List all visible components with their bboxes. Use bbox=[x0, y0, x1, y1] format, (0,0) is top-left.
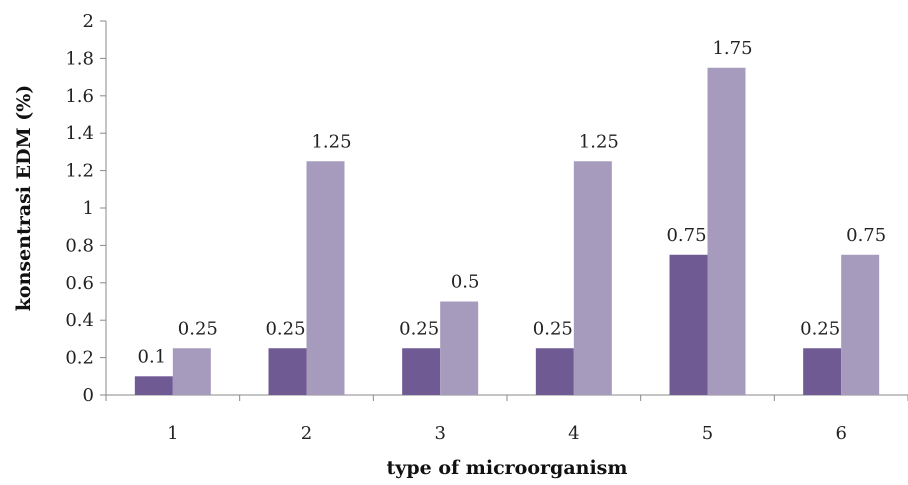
y-axis-title: konsentrasi EDM (%) bbox=[13, 85, 35, 312]
x-axis-ticks: 1 2 3 4 5 6 bbox=[105, 395, 908, 444]
data-label-series2-cat2: 1.25 bbox=[311, 131, 351, 152]
y-tick-label: 0.8 bbox=[65, 235, 94, 256]
x-tick-label: 3 bbox=[434, 423, 445, 444]
data-label-series1-cat1: 0.1 bbox=[138, 346, 167, 367]
data-labels: 0.1 0.25 0.25 1.25 0.25 0.5 0.25 1.25 0.75 1.75 0.… bbox=[138, 38, 887, 368]
y-tick-label: 0.4 bbox=[65, 310, 94, 331]
bar-series1-cat5 bbox=[669, 254, 708, 395]
data-label-series2-cat5: 1.75 bbox=[712, 38, 752, 59]
bar-series2-cat3 bbox=[440, 301, 479, 395]
x-axis-title: type of microorganism bbox=[387, 457, 628, 479]
y-tick-label: 0.2 bbox=[65, 348, 94, 369]
bar-series2-cat4 bbox=[573, 161, 612, 395]
data-label-series1-cat2: 0.25 bbox=[265, 318, 305, 339]
x-tick-label: 2 bbox=[301, 423, 312, 444]
x-tick-label: 6 bbox=[835, 423, 846, 444]
data-label-series1-cat5: 0.75 bbox=[666, 225, 706, 246]
y-tick-label: 1.6 bbox=[65, 86, 94, 107]
bar-series2-cat1 bbox=[172, 348, 211, 395]
x-tick-label: 4 bbox=[568, 423, 579, 444]
data-label-series1-cat4: 0.25 bbox=[533, 318, 573, 339]
y-tick-label: 1.8 bbox=[65, 48, 94, 69]
bars bbox=[134, 67, 880, 395]
bar-series2-cat6 bbox=[841, 254, 880, 395]
axes bbox=[105, 21, 908, 396]
bar-series1-cat2 bbox=[268, 348, 307, 395]
data-label-series2-cat1: 0.25 bbox=[178, 318, 218, 339]
data-label-series1-cat6: 0.25 bbox=[800, 318, 840, 339]
x-tick-label: 1 bbox=[167, 423, 178, 444]
bar-series1-cat6 bbox=[803, 348, 842, 395]
data-label-series1-cat3: 0.25 bbox=[399, 318, 439, 339]
y-tick-label: 1.4 bbox=[65, 123, 94, 144]
bar-series1-cat4 bbox=[535, 348, 574, 395]
y-axis-ticks: 0 0.2 0.4 0.6 0.8 1 1.2 1.4 1.6 1.8 2 bbox=[65, 11, 106, 406]
bar-series1-cat3 bbox=[402, 348, 441, 395]
x-tick-label: 5 bbox=[702, 423, 713, 444]
bar-series2-cat5 bbox=[707, 67, 746, 395]
bar-series2-cat2 bbox=[306, 161, 345, 395]
y-tick-label: 0.6 bbox=[65, 273, 94, 294]
y-tick-label: 2 bbox=[83, 11, 94, 32]
data-label-series2-cat3: 0.5 bbox=[451, 272, 480, 293]
y-tick-label: 1.2 bbox=[65, 161, 94, 182]
y-tick-label: 1 bbox=[83, 198, 94, 219]
y-tick-label: 0 bbox=[83, 385, 94, 406]
bar-series1-cat1 bbox=[134, 376, 173, 395]
data-label-series2-cat6: 0.75 bbox=[846, 225, 886, 246]
data-label-series2-cat4: 1.25 bbox=[579, 131, 619, 152]
